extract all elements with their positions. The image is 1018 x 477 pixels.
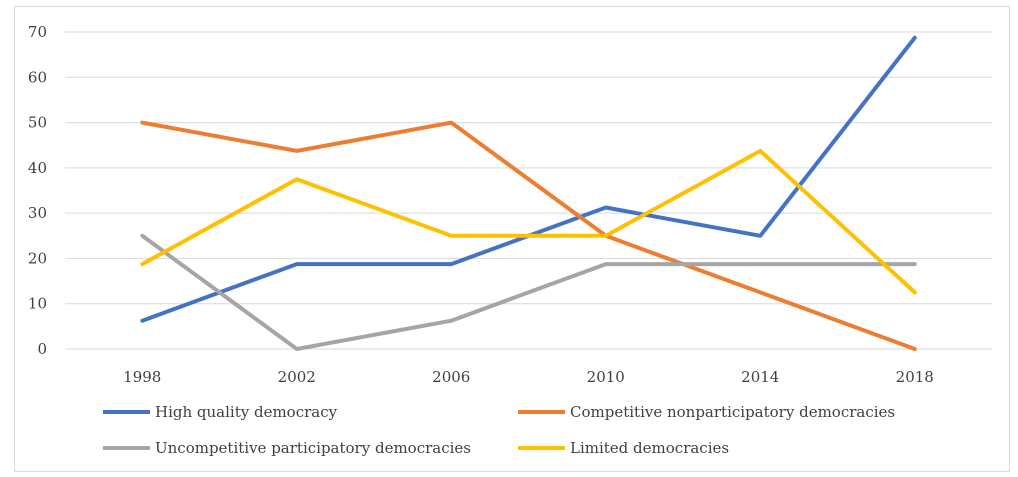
y-tick-label: 30 bbox=[28, 204, 47, 222]
x-axis-ticks: 1998 2002 2006 2010 2014 2018 bbox=[123, 368, 934, 386]
x-tick-label: 1998 bbox=[123, 368, 161, 386]
gridlines bbox=[65, 31, 992, 350]
x-tick-label: 2002 bbox=[278, 368, 316, 386]
y-tick-label: 20 bbox=[28, 249, 47, 267]
y-tick-label: 0 bbox=[37, 340, 47, 358]
legend-label-3: Uncompetitive participatory democracies bbox=[155, 439, 471, 457]
y-tick-label: 50 bbox=[28, 114, 47, 132]
legend: High quality democracy Competitive nonpar… bbox=[103, 403, 895, 457]
x-tick-label: 2010 bbox=[587, 368, 625, 386]
legend-label-2: Competitive nonparticipatory democracies bbox=[570, 403, 895, 421]
y-axis-ticks: 0 10 20 30 40 50 60 70 bbox=[28, 23, 47, 358]
y-tick-label: 10 bbox=[28, 295, 47, 313]
y-tick-label: 40 bbox=[28, 159, 47, 177]
x-tick-label: 2014 bbox=[741, 368, 779, 386]
series-lines bbox=[140, 35, 917, 351]
series-line-3 bbox=[140, 233, 917, 351]
legend-label-1: High quality democracy bbox=[155, 403, 338, 421]
series-line-4 bbox=[140, 148, 917, 295]
chart-frame: 0 10 20 30 40 50 60 70 1998 2002 2006 2010 2014 2018… bbox=[14, 6, 1010, 472]
series-line-2 bbox=[140, 120, 917, 351]
x-tick-label: 2018 bbox=[896, 368, 934, 386]
x-tick-label: 2006 bbox=[432, 368, 470, 386]
line-chart: 0 10 20 30 40 50 60 70 1998 2002 2006 2010 2014 2018… bbox=[28, 23, 992, 457]
legend-label-4: Limited democracies bbox=[570, 439, 729, 457]
y-tick-label: 70 bbox=[28, 23, 47, 41]
y-tick-label: 60 bbox=[28, 68, 47, 86]
